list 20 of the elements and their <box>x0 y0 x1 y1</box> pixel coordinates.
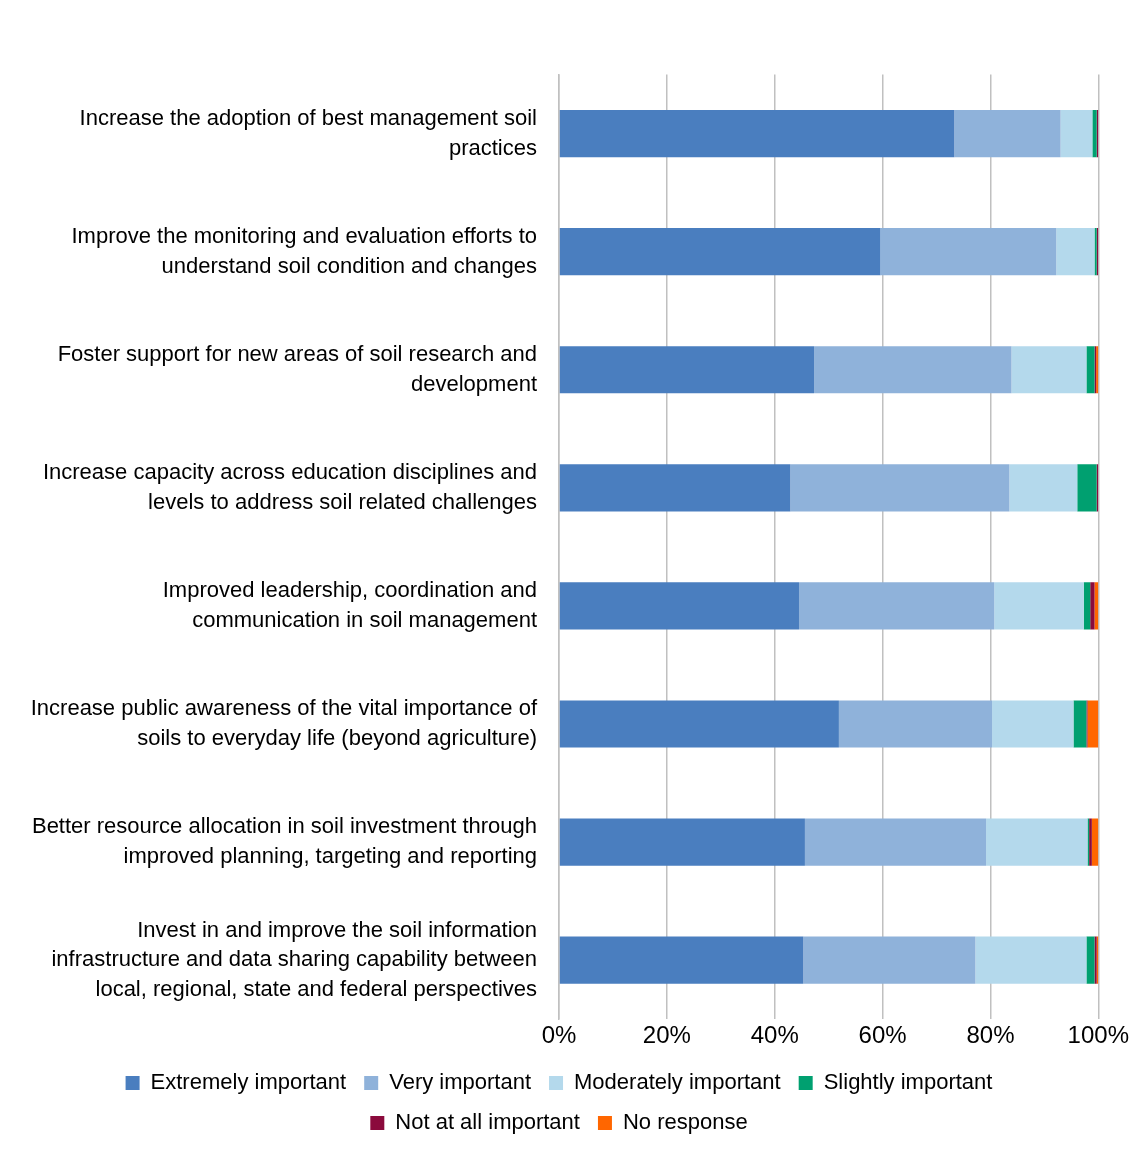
y-tick-label: Increase capacity across education disciplines and levels to address soil related challenges <box>42 459 537 514</box>
x-tick-label: 100% <box>1067 1021 1129 1049</box>
y-tick-label: Better resource allocation in soil investment through improved planning, targeting and reporting <box>31 813 537 868</box>
y-tick-label: Invest in and improve the soil information infrastructure and data sharing capability between local, regional, state and federal perspectives <box>51 916 537 1001</box>
legend-label: Moderately important <box>574 1069 781 1095</box>
x-tick-label: 60% <box>858 1021 907 1049</box>
legend-label: Slightly important <box>823 1069 993 1095</box>
x-tick-label: 40% <box>750 1021 799 1049</box>
legend-label: Very important <box>389 1069 532 1095</box>
x-tick-label: 80% <box>966 1021 1015 1049</box>
x-tick-label: 0% <box>541 1021 577 1049</box>
legend-label: No response <box>622 1109 748 1135</box>
y-tick-label: Increase public awareness of the vital importance of soils to everyday life (beyond agriculture) <box>30 695 538 750</box>
legend-label: Not at all important <box>395 1109 580 1135</box>
y-tick-label: Improved leadership, coordination and communication in soil management <box>162 577 537 632</box>
legend-label: Extremely important <box>150 1069 347 1095</box>
y-tick-label: Improve the monitoring and evaluation efforts to understand soil condition and changes <box>71 222 537 278</box>
x-tick-label: 20% <box>642 1021 691 1049</box>
y-tick-label: Increase the adoption of best management soil practices <box>79 104 537 160</box>
y-tick-label: Foster support for new areas of soil research and development <box>57 340 537 396</box>
